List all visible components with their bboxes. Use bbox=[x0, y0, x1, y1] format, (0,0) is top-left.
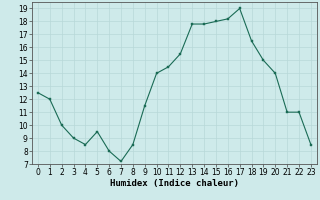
X-axis label: Humidex (Indice chaleur): Humidex (Indice chaleur) bbox=[110, 179, 239, 188]
